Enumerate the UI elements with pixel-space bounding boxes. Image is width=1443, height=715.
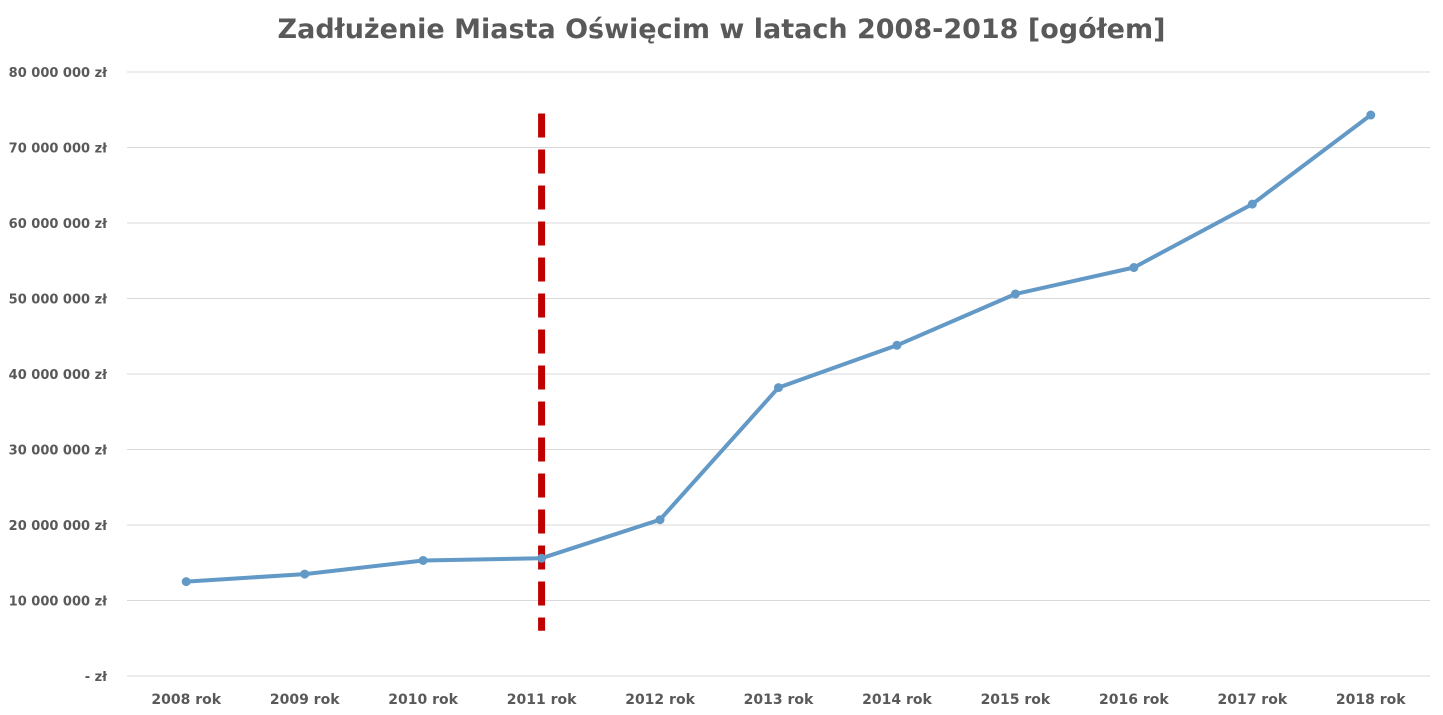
series-line <box>184 113 1373 584</box>
data-point <box>1010 289 1020 299</box>
y-tick-label: 80 000 000 zł <box>9 66 109 81</box>
x-tick-label: 2017 rok <box>1217 692 1287 708</box>
x-axis-ticks: 2008 rok 2009 rok 2010 rok 2011 rok 2012 rok… <box>151 692 1406 708</box>
x-tick-label: 2018 rok <box>1336 692 1406 708</box>
x-tick-label: 2011 rok <box>507 692 577 708</box>
y-tick-label: 20 000 000 zł <box>9 519 109 534</box>
data-point <box>418 555 428 565</box>
data-point <box>1366 110 1376 120</box>
y-tick-label: 60 000 000 zł <box>9 217 109 232</box>
y-tick-label: 70 000 000 zł <box>9 142 109 157</box>
y-axis-ticks: - zł 10 000 000 zł 20 000 000 zł 30 000 000… <box>9 66 109 685</box>
series-layer <box>181 110 1376 587</box>
data-point <box>655 515 665 525</box>
data-point <box>181 577 191 587</box>
x-tick-label: 2012 rok <box>625 692 695 708</box>
x-tick-label: 2014 rok <box>862 692 932 708</box>
data-point <box>1247 199 1257 209</box>
x-tick-label: 2008 rok <box>151 692 221 708</box>
y-tick-label: - zł <box>85 670 108 685</box>
data-point <box>300 569 310 579</box>
data-point <box>1129 263 1139 273</box>
y-tick-label: 50 000 000 zł <box>9 293 109 308</box>
x-tick-label: 2010 rok <box>388 692 458 708</box>
y-tick-label: 40 000 000 zł <box>9 368 109 383</box>
x-tick-label: 2013 rok <box>744 692 814 708</box>
x-tick-label: 2009 rok <box>270 692 340 708</box>
data-point <box>537 553 547 563</box>
chart-title: Zadłużenie Miasta Oświęcim w latach 2008… <box>277 14 1166 45</box>
x-tick-label: 2016 rok <box>1099 692 1169 708</box>
data-point <box>892 340 902 350</box>
y-tick-label: 30 000 000 zł <box>9 444 109 459</box>
gridlines <box>127 71 1430 677</box>
x-tick-label: 2015 rok <box>981 692 1051 708</box>
data-point <box>774 383 783 393</box>
y-tick-label: 10 000 000 zł <box>9 595 109 610</box>
